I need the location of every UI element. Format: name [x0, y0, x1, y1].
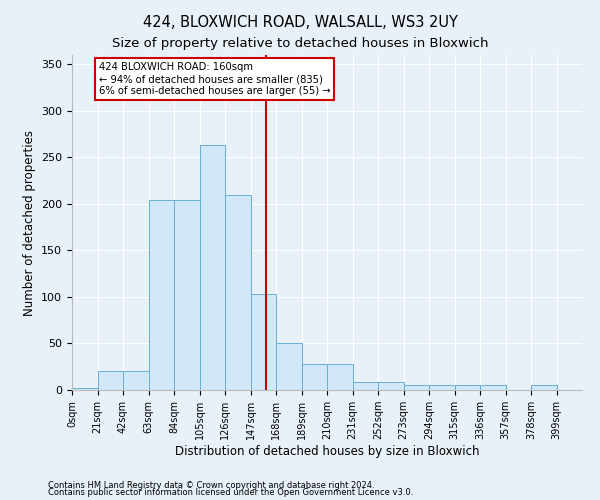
- Bar: [480, 386, 506, 390]
- Bar: [174, 200, 199, 390]
- Bar: [123, 372, 149, 390]
- X-axis label: Distribution of detached houses by size in Bloxwich: Distribution of detached houses by size …: [175, 445, 479, 458]
- Bar: [404, 386, 429, 390]
- Bar: [199, 146, 225, 390]
- Bar: [97, 372, 123, 390]
- Bar: [72, 388, 97, 390]
- Text: Contains HM Land Registry data © Crown copyright and database right 2024.: Contains HM Land Registry data © Crown c…: [48, 480, 374, 490]
- Text: Contains public sector information licensed under the Open Government Licence v3: Contains public sector information licen…: [48, 488, 413, 497]
- Bar: [353, 382, 378, 390]
- Bar: [455, 386, 480, 390]
- Bar: [378, 382, 404, 390]
- Text: 424 BLOXWICH ROAD: 160sqm
← 94% of detached houses are smaller (835)
6% of semi-: 424 BLOXWICH ROAD: 160sqm ← 94% of detac…: [99, 62, 331, 96]
- Text: Size of property relative to detached houses in Bloxwich: Size of property relative to detached ho…: [112, 38, 488, 51]
- Bar: [429, 386, 455, 390]
- Bar: [149, 200, 174, 390]
- Bar: [251, 294, 276, 390]
- Y-axis label: Number of detached properties: Number of detached properties: [23, 130, 35, 316]
- Bar: [327, 364, 353, 390]
- Bar: [225, 194, 251, 390]
- Bar: [302, 364, 327, 390]
- Bar: [531, 386, 557, 390]
- Bar: [276, 344, 302, 390]
- Text: 424, BLOXWICH ROAD, WALSALL, WS3 2UY: 424, BLOXWICH ROAD, WALSALL, WS3 2UY: [143, 15, 457, 30]
